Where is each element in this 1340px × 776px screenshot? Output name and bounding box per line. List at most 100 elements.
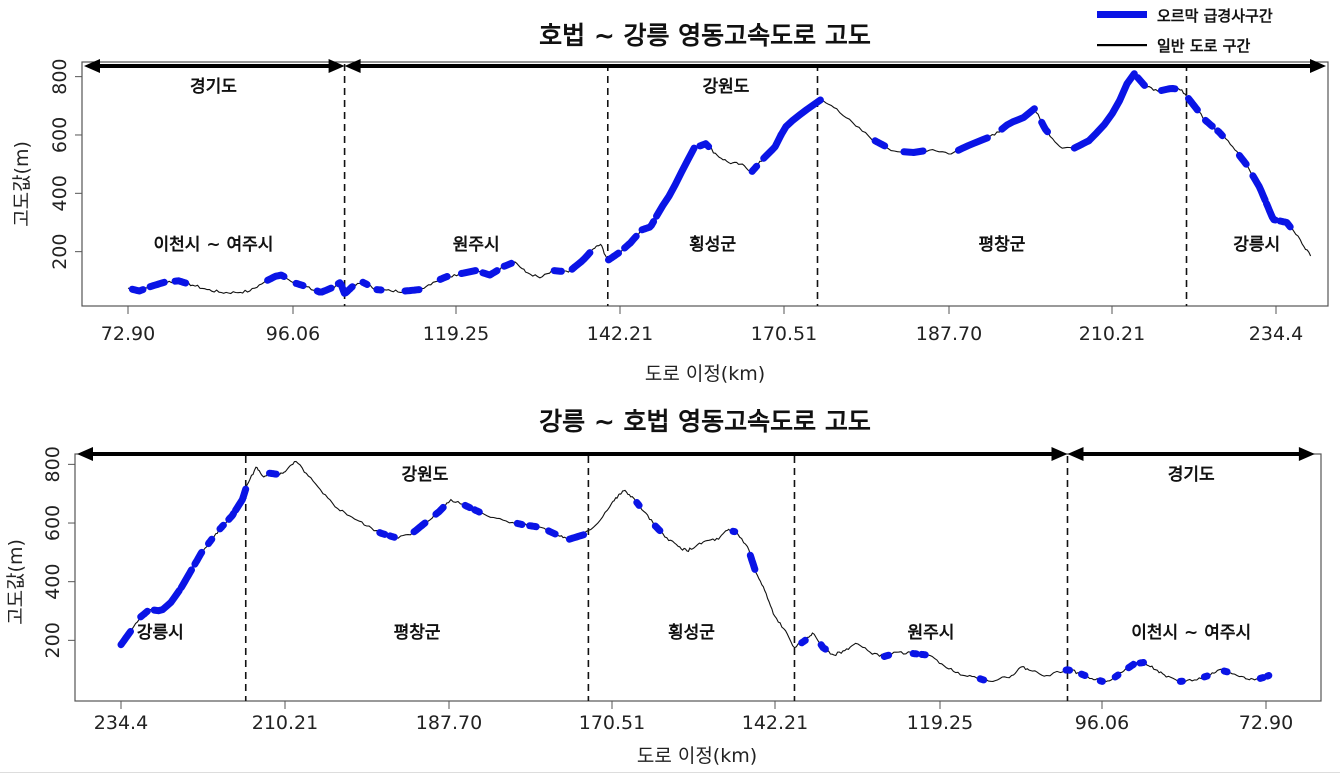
y-tick-label: 600 <box>42 505 64 541</box>
steep-segment <box>746 551 759 573</box>
chart-gangneung-to-hobeop: 강릉 ~ 호법 영동고속도로 고도 200 400 600 800 234.4 210.… <box>5 407 1322 767</box>
steep-segment <box>565 531 588 543</box>
steep-segment <box>651 522 664 535</box>
x-axis-label: 도로 이정(km) <box>637 745 757 767</box>
steep-segment <box>1085 70 1138 145</box>
steep-segment <box>1249 172 1269 204</box>
steep-segment <box>1276 217 1294 231</box>
district-label: 평창군 <box>394 623 441 643</box>
steep-segment <box>605 249 622 264</box>
chart-title: 호법 ~ 강릉 영동고속도로 고도 <box>539 21 871 50</box>
district-label: 이천시 ~ 여주시 <box>154 235 274 255</box>
province-arrows <box>84 59 1326 73</box>
steep-segment <box>621 232 640 252</box>
x-tick-label: 96.06 <box>1075 712 1129 734</box>
steep-segment <box>117 628 134 649</box>
steep-segment <box>479 267 501 279</box>
chart-title: 강릉 ~ 호법 영동고속도로 고도 <box>539 407 871 436</box>
steep-segment <box>376 529 389 538</box>
steep-segment <box>150 587 183 615</box>
steep-segment <box>1038 118 1051 136</box>
steep-segment <box>798 636 809 647</box>
steep-segment <box>500 259 515 270</box>
normal-road-line <box>127 72 1312 295</box>
steep-segment <box>205 535 216 548</box>
bottom-divider <box>0 772 1340 773</box>
steep-segment <box>526 522 540 531</box>
y-tick-label: 800 <box>49 59 71 95</box>
steep-segment <box>1125 660 1138 672</box>
steep-segment <box>1256 674 1267 682</box>
steep-segment <box>1136 659 1147 667</box>
steep-segment <box>817 641 829 653</box>
district-label: 원주시 <box>453 235 500 255</box>
x-tick-label: 72.90 <box>101 323 155 345</box>
y-tick-label: 600 <box>49 117 71 153</box>
steep-segment <box>191 548 206 568</box>
x-axis-label: 도로 이정(km) <box>645 363 765 385</box>
y-axis: 200 400 600 800 <box>49 59 82 270</box>
steep-segment <box>1263 200 1279 224</box>
steep-segment <box>633 499 643 509</box>
steep-segment <box>457 267 480 277</box>
steep-segment <box>401 286 423 295</box>
x-tick-label: 142.21 <box>742 712 808 734</box>
legend-normal-label: 일반 도로 구간 <box>1157 37 1250 55</box>
legend-steep-swatch <box>1097 11 1147 18</box>
steep-segment <box>696 140 713 151</box>
steep-segment <box>461 501 474 512</box>
steep-segment <box>1185 95 1201 114</box>
steep-segment <box>871 137 889 150</box>
steep-segment <box>128 285 147 295</box>
x-tick-label: 72.90 <box>1239 712 1293 734</box>
district-label: 횡성군 <box>668 623 715 643</box>
y-tick-label: 400 <box>42 564 64 600</box>
x-tick-label: 210.21 <box>1079 323 1145 345</box>
steep-segment <box>777 96 824 139</box>
y-tick-label: 200 <box>49 234 71 270</box>
y-axis-label: 고도값(m) <box>5 539 27 625</box>
steep-segment <box>1134 74 1148 89</box>
steep-segment <box>550 267 565 275</box>
district-label: 횡성군 <box>689 235 736 255</box>
steep-segment <box>410 519 429 536</box>
elevation-profile <box>117 460 1273 685</box>
x-axis: 234.4 210.21 187.70 170.51 142.21 119.25 96.06… <box>94 701 1293 734</box>
y-tick-label: 200 <box>42 622 64 658</box>
steep-segment <box>1078 670 1089 679</box>
steep-segment <box>976 675 988 684</box>
steep-segment <box>1096 677 1106 685</box>
steep-segment <box>638 218 658 234</box>
y-tick-label: 400 <box>49 175 71 211</box>
district-label: 평창군 <box>979 235 1026 255</box>
district-label: 강릉시 <box>1233 235 1280 255</box>
x-tick-label: 187.70 <box>416 712 482 734</box>
elevation-profile <box>127 70 1312 297</box>
x-tick-label: 96.06 <box>266 323 320 345</box>
steep-segment <box>146 278 168 291</box>
steep-segment <box>1202 116 1216 130</box>
province-label: 경기도 <box>1168 465 1215 485</box>
province-arrows <box>77 447 1315 461</box>
steep-segment <box>313 284 335 296</box>
steep-segment <box>1214 127 1226 140</box>
steep-segment <box>1235 151 1250 168</box>
steep-segment <box>760 131 785 162</box>
steep-segment <box>264 271 288 284</box>
steep-segment <box>900 147 927 156</box>
x-tick-label: 170.51 <box>579 712 645 734</box>
x-tick-label: 170.51 <box>751 323 817 345</box>
province-label: 경기도 <box>190 77 237 97</box>
x-axis: 72.90 96.06 119.25 142.21 170.51 187.70 210.21… <box>101 306 1303 345</box>
province-label: 강원도 <box>703 77 750 97</box>
district-label: 이천시 ~ 여주시 <box>1131 623 1251 643</box>
steep-segment <box>137 607 151 621</box>
legend: 오르막 급경사구간 일반 도로 구간 <box>1097 7 1273 55</box>
x-tick-label: 187.70 <box>916 323 982 345</box>
province-label: 강원도 <box>402 465 449 485</box>
steep-segment <box>748 162 761 175</box>
steep-segment <box>998 105 1038 133</box>
